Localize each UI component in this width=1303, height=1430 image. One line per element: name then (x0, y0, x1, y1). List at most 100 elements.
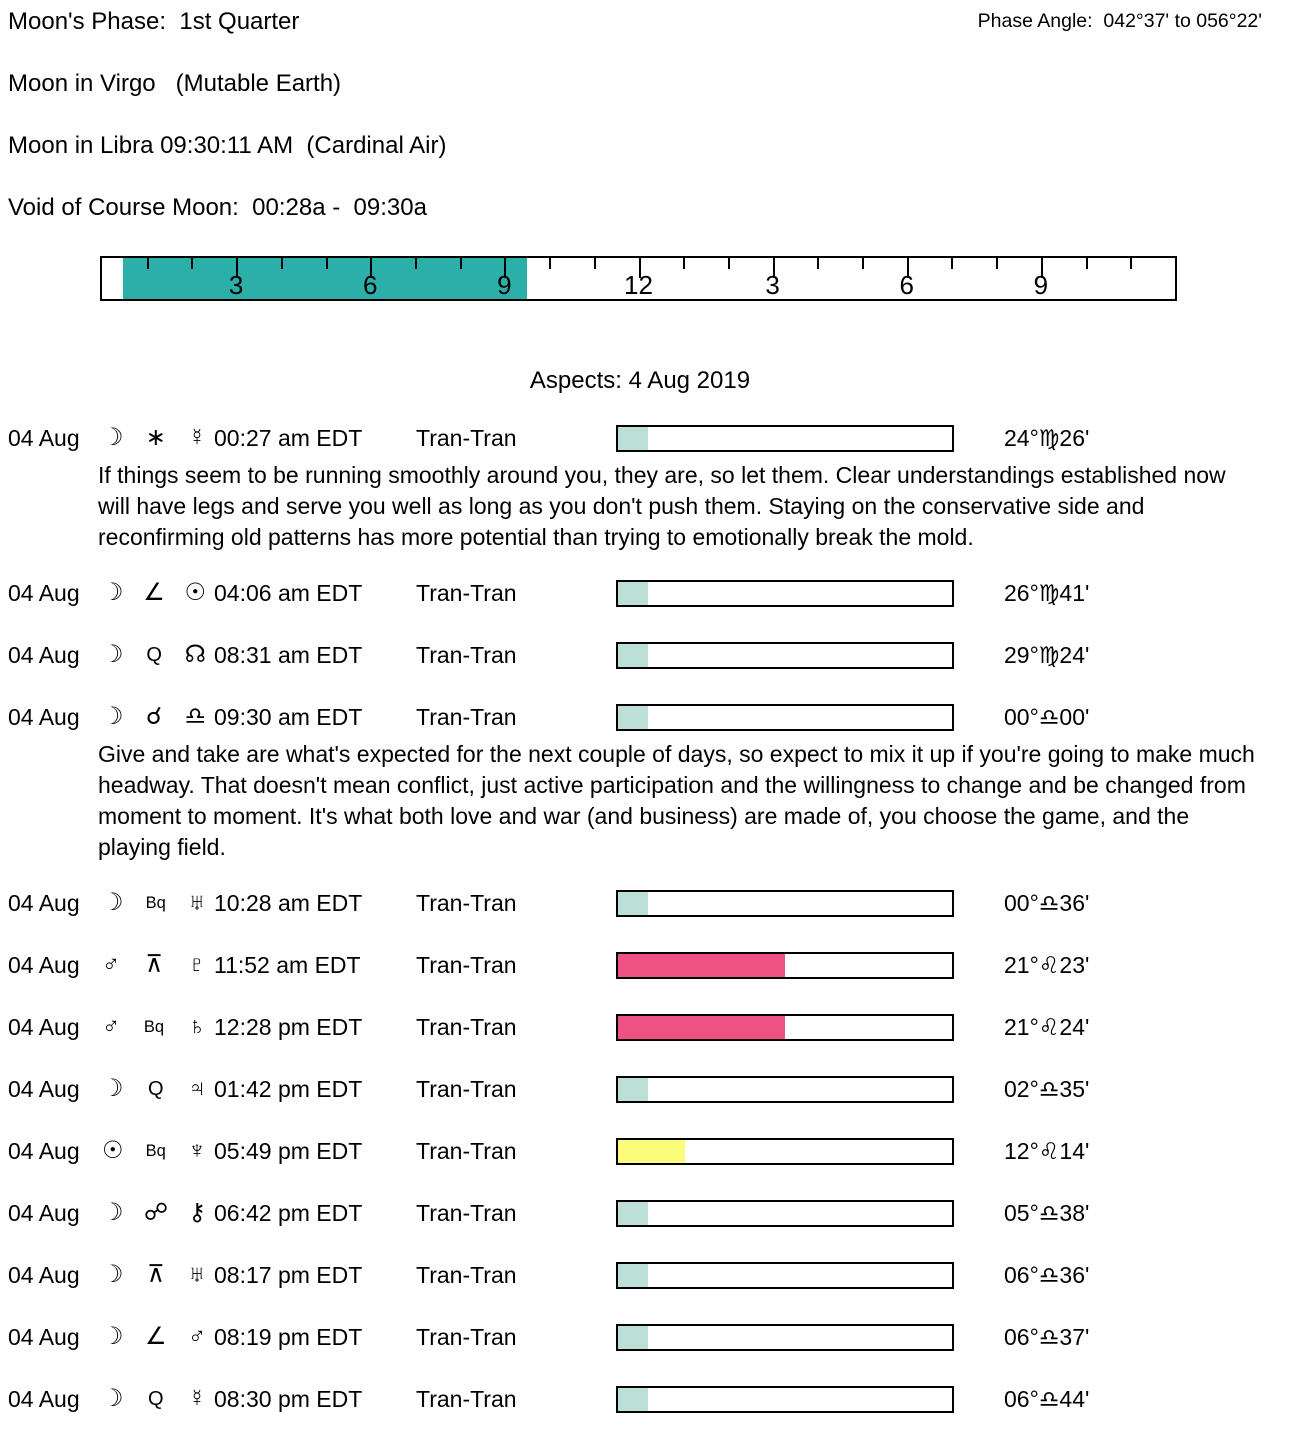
mars-symbol: ♂ (102, 1013, 120, 1040)
aspect-time: 08:30 pm EDT (214, 1385, 363, 1412)
mercury-symbol: ☿ (187, 1385, 206, 1412)
aspect-time: 06:42 pm EDT (214, 1199, 363, 1226)
aspect-date: 04 Aug (8, 889, 80, 916)
orb-bar (616, 579, 954, 607)
aspect-row: 04 Aug ☽ Q ♃ 01:42 pm EDT Tran-Tran 02°♎35… (0, 1058, 1303, 1120)
ruler-tick (236, 258, 239, 278)
ruler-tick (459, 258, 462, 269)
orb-bar (616, 424, 954, 452)
aspects-title: Aspects: 4 Aug 2019 (529, 367, 751, 394)
aspect-date: 04 Aug (8, 1385, 80, 1412)
saturn-symbol: ♄ (188, 1013, 206, 1040)
biquintile-symbol: Bq (145, 1142, 166, 1160)
moon-symbol: ☽ (102, 579, 124, 606)
quintile-symbol: Q (146, 644, 162, 666)
aspect-type: Tran-Tran (416, 579, 517, 606)
aspect-degree: 12°♌14' (1004, 1137, 1090, 1164)
ruler-hour-label: 9 (497, 270, 512, 300)
quincunx-symbol: ⊼ (145, 951, 163, 978)
aspect-item: 04 Aug ☽ ∠ ♂ 08:19 pm EDT Tran-Tran 06°♎37… (0, 1306, 1303, 1368)
uranus-symbol: ♅ (187, 889, 206, 916)
moon-symbol: ☽ (102, 424, 124, 451)
moon-next-sign-line: Moon in Libra 09:30:11 AM (Cardinal Air) (8, 132, 447, 159)
ruler-tick (191, 258, 194, 269)
aspect-degree: 05°♎38' (1004, 1199, 1090, 1226)
aspect-item: 04 Aug ☽ Bq ♅ 10:28 am EDT Tran-Tran 00°♎3… (0, 872, 1303, 934)
voc-highlight (123, 258, 527, 299)
ruler-tick (951, 258, 954, 269)
ruler-tick (1085, 258, 1088, 269)
aspect-item: 04 Aug ☽ ∠ ☉ 04:06 am EDT Tran-Tran 26°♍41… (0, 562, 1303, 624)
sextile-symbol: ∗ (145, 424, 166, 451)
mars-symbol: ♂ (102, 951, 120, 978)
aspect-item: 04 Aug ☉ Bq ♆ 05:49 pm EDT Tran-Tran 12°♌1… (0, 1120, 1303, 1182)
orb-bar-fill (618, 643, 649, 667)
moons-phase-line: Moon's Phase: 1st Quarter (8, 8, 300, 35)
aspect-row: 04 Aug ☽ ☌ ♎ 09:30 am EDT Tran-Tran 00°♎00… (0, 686, 1303, 748)
orb-bar-fill (618, 705, 649, 729)
aspect-symbols: ☽ ∠ ♂ (102, 1324, 206, 1350)
quintile-symbol: Q (147, 1078, 164, 1100)
ruler-tick (414, 258, 417, 269)
aspect-type: Tran-Tran (416, 1137, 517, 1164)
aspect-date: 04 Aug (8, 424, 80, 451)
aspect-type: Tran-Tran (416, 424, 517, 451)
aspect-date: 04 Aug (8, 1323, 80, 1350)
ruler-tick (146, 258, 149, 269)
aspect-row: 04 Aug ♂ ⊼ ♇ 11:52 am EDT Tran-Tran 21°♌23… (0, 934, 1303, 996)
orb-bar (616, 1323, 954, 1351)
aspect-symbols: ♂ Bq ♄ (102, 1014, 206, 1040)
jupiter-symbol: ♃ (187, 1075, 206, 1102)
aspect-item: 04 Aug ☽ ☌ ♎ 09:30 am EDT Tran-Tran 00°♎00… (0, 686, 1303, 863)
moon-symbol: ☽ (102, 641, 124, 668)
moon-in-sign-line: Moon in Virgo (Mutable Earth) (8, 70, 342, 97)
orb-bar-fill (618, 1015, 785, 1039)
orb-bar-fill (618, 1325, 649, 1349)
aspect-item: 04 Aug ☽ Q ♃ 01:42 pm EDT Tran-Tran 02°♎35… (0, 1058, 1303, 1120)
uranus-symbol: ♅ (188, 1261, 206, 1288)
aspect-symbols: ☽ Q ☊ (102, 642, 206, 668)
orb-bar-fill (618, 1263, 649, 1287)
aspect-date: 04 Aug (8, 1075, 80, 1102)
aspect-date: 04 Aug (8, 641, 80, 668)
orb-bar-fill (618, 426, 649, 450)
orb-bar (616, 703, 954, 731)
orb-bar (616, 641, 954, 669)
aspect-symbols: ☽ ⊼ ♅ (102, 1262, 206, 1288)
aspect-degree: 06°♎44' (1004, 1385, 1090, 1412)
ruler-tick (683, 258, 686, 269)
libra-symbol: ♎ (184, 703, 206, 730)
aspect-degree: 26°♍41' (1004, 579, 1090, 606)
aspect-symbols: ☽ ∗ ☿ (102, 425, 206, 451)
aspect-symbols: ♂ ⊼ ♇ (102, 952, 206, 978)
aspect-type: Tran-Tran (416, 1199, 517, 1226)
aspect-time: 04:06 am EDT (214, 579, 363, 606)
ruler-tick (325, 258, 328, 269)
aspect-time: 01:42 pm EDT (214, 1075, 363, 1102)
aspect-symbols: ☽ Q ♃ (102, 1076, 206, 1102)
report-header: Moon's Phase: 1st Quarter Moon in Virgo … (0, 0, 1303, 222)
ruler-tick (906, 258, 909, 278)
aspect-type: Tran-Tran (416, 1261, 517, 1288)
quincunx-symbol: ⊼ (146, 1261, 165, 1288)
aspect-row: 04 Aug ☉ Bq ♆ 05:49 pm EDT Tran-Tran 12°♌1… (0, 1120, 1303, 1182)
aspect-date: 04 Aug (8, 1013, 80, 1040)
voc-ruler: 3 6 9 12 3 6 9 (100, 256, 1177, 301)
aspect-time: 00:27 am EDT (214, 424, 363, 451)
ruler-tick (638, 258, 641, 278)
ruler-hour-label: 3 (765, 270, 780, 300)
aspect-time: 12:28 pm EDT (214, 1013, 363, 1040)
aspect-degree: 29°♍24' (1004, 641, 1090, 668)
aspect-degree: 21°♌23' (1004, 951, 1090, 978)
conjunction-symbol: ☌ (145, 703, 163, 730)
mercury-symbol: ☿ (188, 424, 206, 451)
aspect-note: If things seem to be running smoothly ar… (98, 462, 1226, 550)
ruler-hour-label: 3 (228, 270, 244, 300)
aspect-date: 04 Aug (8, 1137, 80, 1164)
ruler-tick (1040, 258, 1043, 278)
aspect-note: Give and take are what's expected for th… (98, 741, 1255, 860)
semisquare-symbol: ∠ (145, 1323, 167, 1350)
aspect-row: 04 Aug ☽ Q ☊ 08:31 am EDT Tran-Tran 29°♍24… (0, 624, 1303, 686)
ruler-hour-label: 6 (363, 270, 378, 300)
orb-bar-fill (618, 1077, 649, 1101)
